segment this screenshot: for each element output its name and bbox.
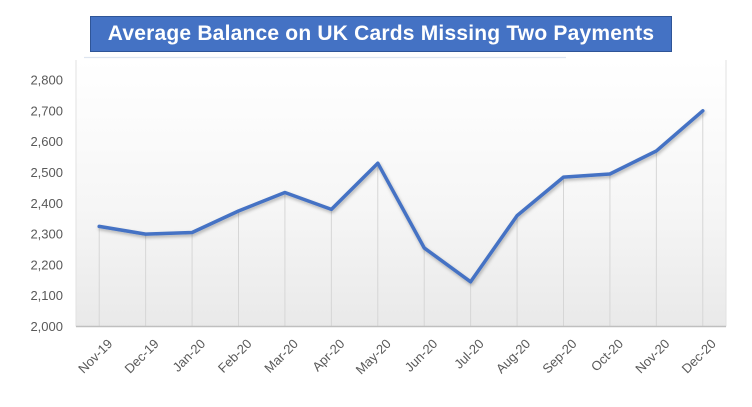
y-tick-label: 2,600 <box>30 134 63 149</box>
y-tick-label: 2,000 <box>30 319 63 334</box>
x-tick-label: Jul-20 <box>451 336 487 372</box>
x-tick-label: Dec-20 <box>679 336 719 376</box>
y-tick-label: 2,100 <box>30 288 63 303</box>
x-tick-label: Oct-20 <box>588 336 626 374</box>
x-tick-label: Jun-20 <box>402 336 441 375</box>
x-tick-label: Aug-20 <box>493 336 533 376</box>
series-line-average-balance <box>97 109 705 284</box>
x-tick-label: Sep-20 <box>539 336 579 376</box>
x-tick-label: May-20 <box>353 336 394 377</box>
x-tick-label: Mar-20 <box>261 336 301 376</box>
x-tick-label: Feb-20 <box>215 336 255 376</box>
y-tick-label: 2,700 <box>30 103 63 118</box>
y-tick-label: 2,400 <box>30 196 63 211</box>
y-tick-label: 2,300 <box>30 227 63 242</box>
plot-area <box>76 60 726 327</box>
y-tick-label: 2,500 <box>30 165 63 180</box>
x-tick-label: Dec-19 <box>122 336 162 376</box>
chart-title: Average Balance on UK Cards Missing Two … <box>90 16 672 52</box>
x-tick-label: Jan-20 <box>169 336 208 375</box>
x-tick-label: Nov-19 <box>75 336 115 376</box>
x-tick-label: Nov-20 <box>632 336 672 376</box>
x-tick-label: Apr-20 <box>309 336 347 374</box>
y-tick-label: 2,800 <box>30 73 63 88</box>
y-tick-label: 2,200 <box>30 257 63 272</box>
